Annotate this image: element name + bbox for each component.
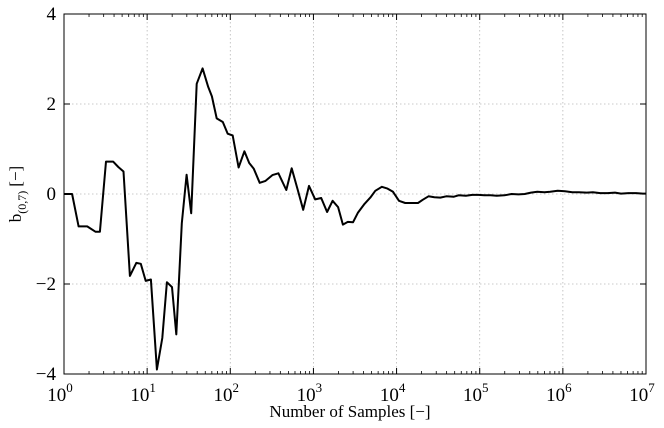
- x-tick-label: 107: [629, 380, 655, 406]
- x-tick-label-exp: 1: [149, 380, 156, 395]
- x-tick-label-exp: 0: [66, 380, 73, 395]
- x-tick-label-exp: 7: [648, 380, 655, 395]
- series-line: [64, 67, 646, 371]
- x-tick-label: 100: [47, 380, 73, 406]
- y-axis-title: b(0,7) [−]: [6, 166, 29, 222]
- y-tick-label: −2: [36, 274, 56, 295]
- x-tick-label-base: 10: [463, 385, 482, 406]
- plot-layer: [64, 67, 646, 371]
- tick-layer: [63, 13, 647, 375]
- x-tick-label: 105: [463, 380, 489, 406]
- x-tick-label-exp: 5: [482, 380, 489, 395]
- y-tick-label: 0: [47, 184, 57, 205]
- x-tick-label-base: 10: [214, 385, 233, 406]
- x-tick-label: 104: [380, 380, 406, 406]
- x-tick-label-exp: 2: [233, 380, 240, 395]
- plot-frame: [63, 13, 647, 375]
- y-tick-label: 4: [47, 4, 57, 25]
- x-tick-label-exp: 3: [316, 380, 323, 395]
- y-axis-title-sub: (0,7): [15, 191, 29, 214]
- y-tick-label: 2: [47, 94, 57, 115]
- y-axis-title-unit: [−]: [6, 166, 25, 187]
- x-tick-label-base: 10: [297, 385, 316, 406]
- x-tick-label: 101: [130, 380, 156, 406]
- y-axis-title-main: b: [6, 214, 25, 223]
- x-tick-label: 103: [297, 380, 323, 406]
- y-tick-label: −4: [36, 364, 57, 385]
- x-tick-label: 106: [546, 380, 572, 406]
- x-axis-title: Number of Samples [−]: [269, 402, 430, 421]
- x-tick-label-exp: 4: [399, 380, 406, 395]
- x-tick-label-base: 10: [130, 385, 149, 406]
- grid-layer: [64, 14, 646, 374]
- x-tick-label-base: 10: [629, 385, 648, 406]
- x-tick-label-base: 10: [546, 385, 565, 406]
- x-tick-label-base: 10: [47, 385, 66, 406]
- x-tick-label-base: 10: [380, 385, 399, 406]
- x-tick-label-exp: 6: [565, 380, 572, 395]
- x-tick-label: 102: [214, 380, 240, 406]
